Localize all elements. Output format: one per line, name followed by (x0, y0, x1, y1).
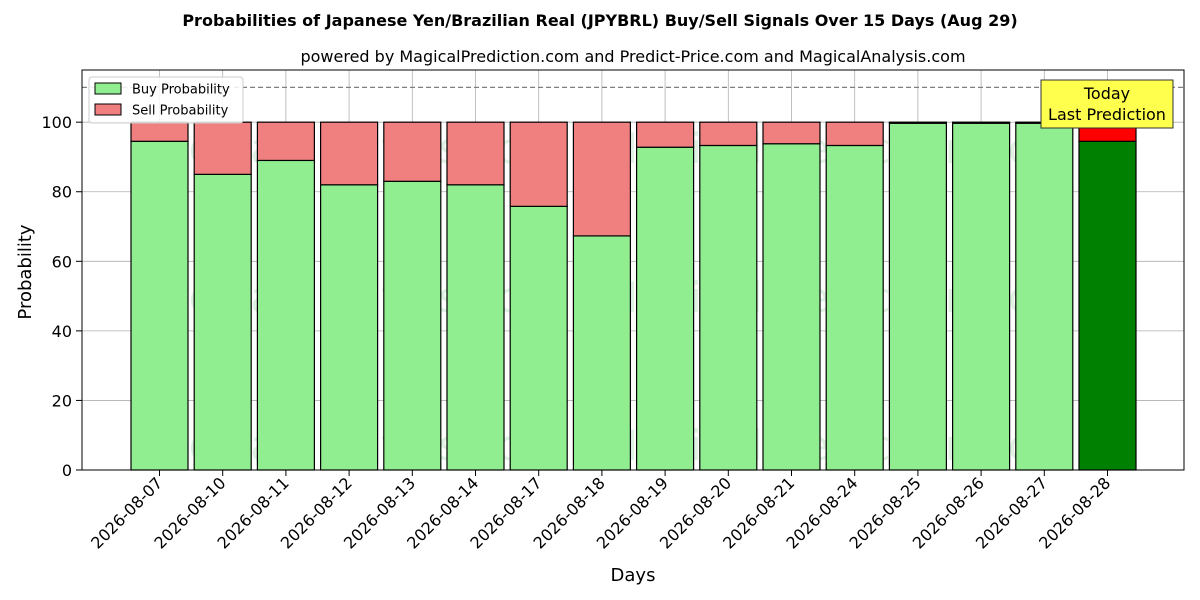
bars (130, 121, 1137, 471)
bar-buy-2026-08-20 (699, 144, 758, 471)
bar-sell-2026-08-12 (320, 121, 379, 186)
bar-buy-2026-08-10 (193, 173, 252, 471)
x-axis-label: Days (611, 565, 656, 586)
bar-buy-2026-08-17 (509, 205, 568, 471)
bar-buy-2026-08-25 (888, 122, 948, 471)
bar-sell-2026-08-21 (762, 121, 821, 145)
bar-buy-2026-08-14 (446, 184, 505, 471)
bar-sell-2026-08-10 (193, 121, 252, 175)
bar-sell-2026-08-19 (635, 121, 695, 148)
legend-label-buy: Buy Probability (132, 83, 230, 98)
bar-buy-2026-08-18 (572, 235, 632, 471)
bar-buy-2026-08-07 (130, 140, 189, 471)
bar-sell-2026-08-14 (446, 121, 505, 186)
bar-sell-2026-08-07 (130, 121, 189, 142)
bar-buy-2026-08-19 (635, 146, 695, 471)
y-tick-label: 60 (52, 252, 72, 271)
plot-frame (81, 69, 1185, 471)
legend: Buy Probability Sell Probability (88, 76, 244, 124)
annotation-line-2: Last Prediction (1048, 105, 1166, 124)
chart-title: Probabilities of Japanese Yen/Brazilian … (182, 11, 1017, 30)
legend-label-sell: Sell Probability (132, 104, 229, 119)
bar-sell-2026-08-24 (825, 121, 884, 147)
y-tick-label: 0 (62, 461, 72, 480)
bar-buy-2026-08-12 (320, 184, 379, 471)
annotation-line-1: Today (1083, 84, 1130, 103)
legend-swatch-buy (94, 82, 122, 95)
annotation: Today Last Prediction (1040, 79, 1174, 129)
bar-buy-2026-08-27 (1015, 122, 1074, 471)
bar-sell-2026-08-11 (256, 121, 315, 162)
legend-box (88, 76, 244, 124)
bar-buy-2026-08-28 (1078, 140, 1137, 471)
y-tick-label: 100 (41, 113, 72, 132)
y-tick-label: 20 (52, 391, 72, 410)
bar-buy-2026-08-11 (256, 159, 315, 471)
chart-subtitle: powered by MagicalPrediction.com and Pre… (300, 47, 965, 66)
bar-sell-2026-08-17 (509, 121, 568, 207)
bar-buy-2026-08-13 (383, 180, 442, 471)
y-axis-label: Probability (15, 224, 36, 319)
bar-sell-2026-08-26 (951, 121, 1011, 124)
legend-swatch-sell (94, 103, 122, 116)
bar-sell-2026-08-18 (572, 121, 632, 237)
y-tick-label: 40 (52, 322, 72, 341)
bar-buy-2026-08-24 (825, 144, 884, 471)
bar-sell-2026-08-25 (888, 121, 948, 124)
bar-sell-2026-08-20 (699, 121, 758, 147)
bar-buy-2026-08-21 (762, 143, 821, 471)
bar-sell-2026-08-13 (383, 121, 442, 182)
bar-buy-2026-08-26 (951, 122, 1011, 471)
annotation-box (1040, 79, 1174, 129)
y-tick-label: 80 (52, 183, 72, 202)
